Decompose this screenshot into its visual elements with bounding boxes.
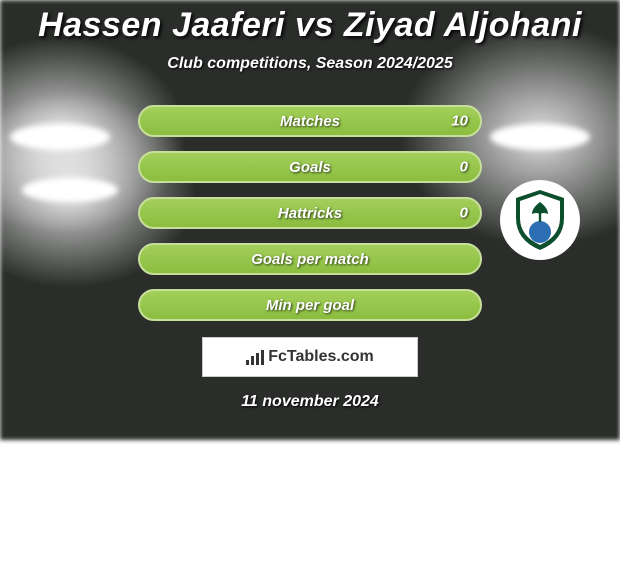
page-title: Hassen Jaaferi vs Ziyad Aljohani: [38, 6, 582, 45]
stat-right-value: 0: [460, 159, 468, 176]
player-left-photo: [22, 178, 118, 202]
subtitle: Club competitions, Season 2024/2025: [167, 55, 452, 73]
player-right-photo: [490, 124, 590, 150]
stat-label: Goals: [289, 159, 331, 176]
stat-label: Goals per match: [251, 251, 369, 268]
stat-right-value: 0: [460, 205, 468, 222]
stat-bar-matches: Matches 10: [138, 105, 482, 137]
chart-icon: [246, 349, 266, 365]
stat-bars: Matches 10 Goals 0 Hattricks 0 Goals per…: [138, 105, 482, 321]
source-badge: FcTables.com: [202, 337, 418, 377]
stat-label: Min per goal: [266, 297, 354, 314]
stat-label: Hattricks: [278, 205, 342, 222]
stat-bar-goals: Goals 0: [138, 151, 482, 183]
stat-bar-min-per-goal: Min per goal: [138, 289, 482, 321]
source-badge-text: FcTables.com: [268, 348, 374, 366]
stat-bar-goals-per-match: Goals per match: [138, 243, 482, 275]
stat-bar-hattricks: Hattricks 0: [138, 197, 482, 229]
content-wrapper: Hassen Jaaferi vs Ziyad Aljohani Club co…: [0, 0, 620, 580]
stat-label: Matches: [280, 113, 340, 130]
date-label: 11 november 2024: [241, 393, 379, 411]
shield-icon: [512, 188, 568, 252]
stat-right-value: 10: [451, 113, 468, 130]
club-crest: [500, 180, 580, 260]
player-left-photo: [10, 124, 110, 150]
